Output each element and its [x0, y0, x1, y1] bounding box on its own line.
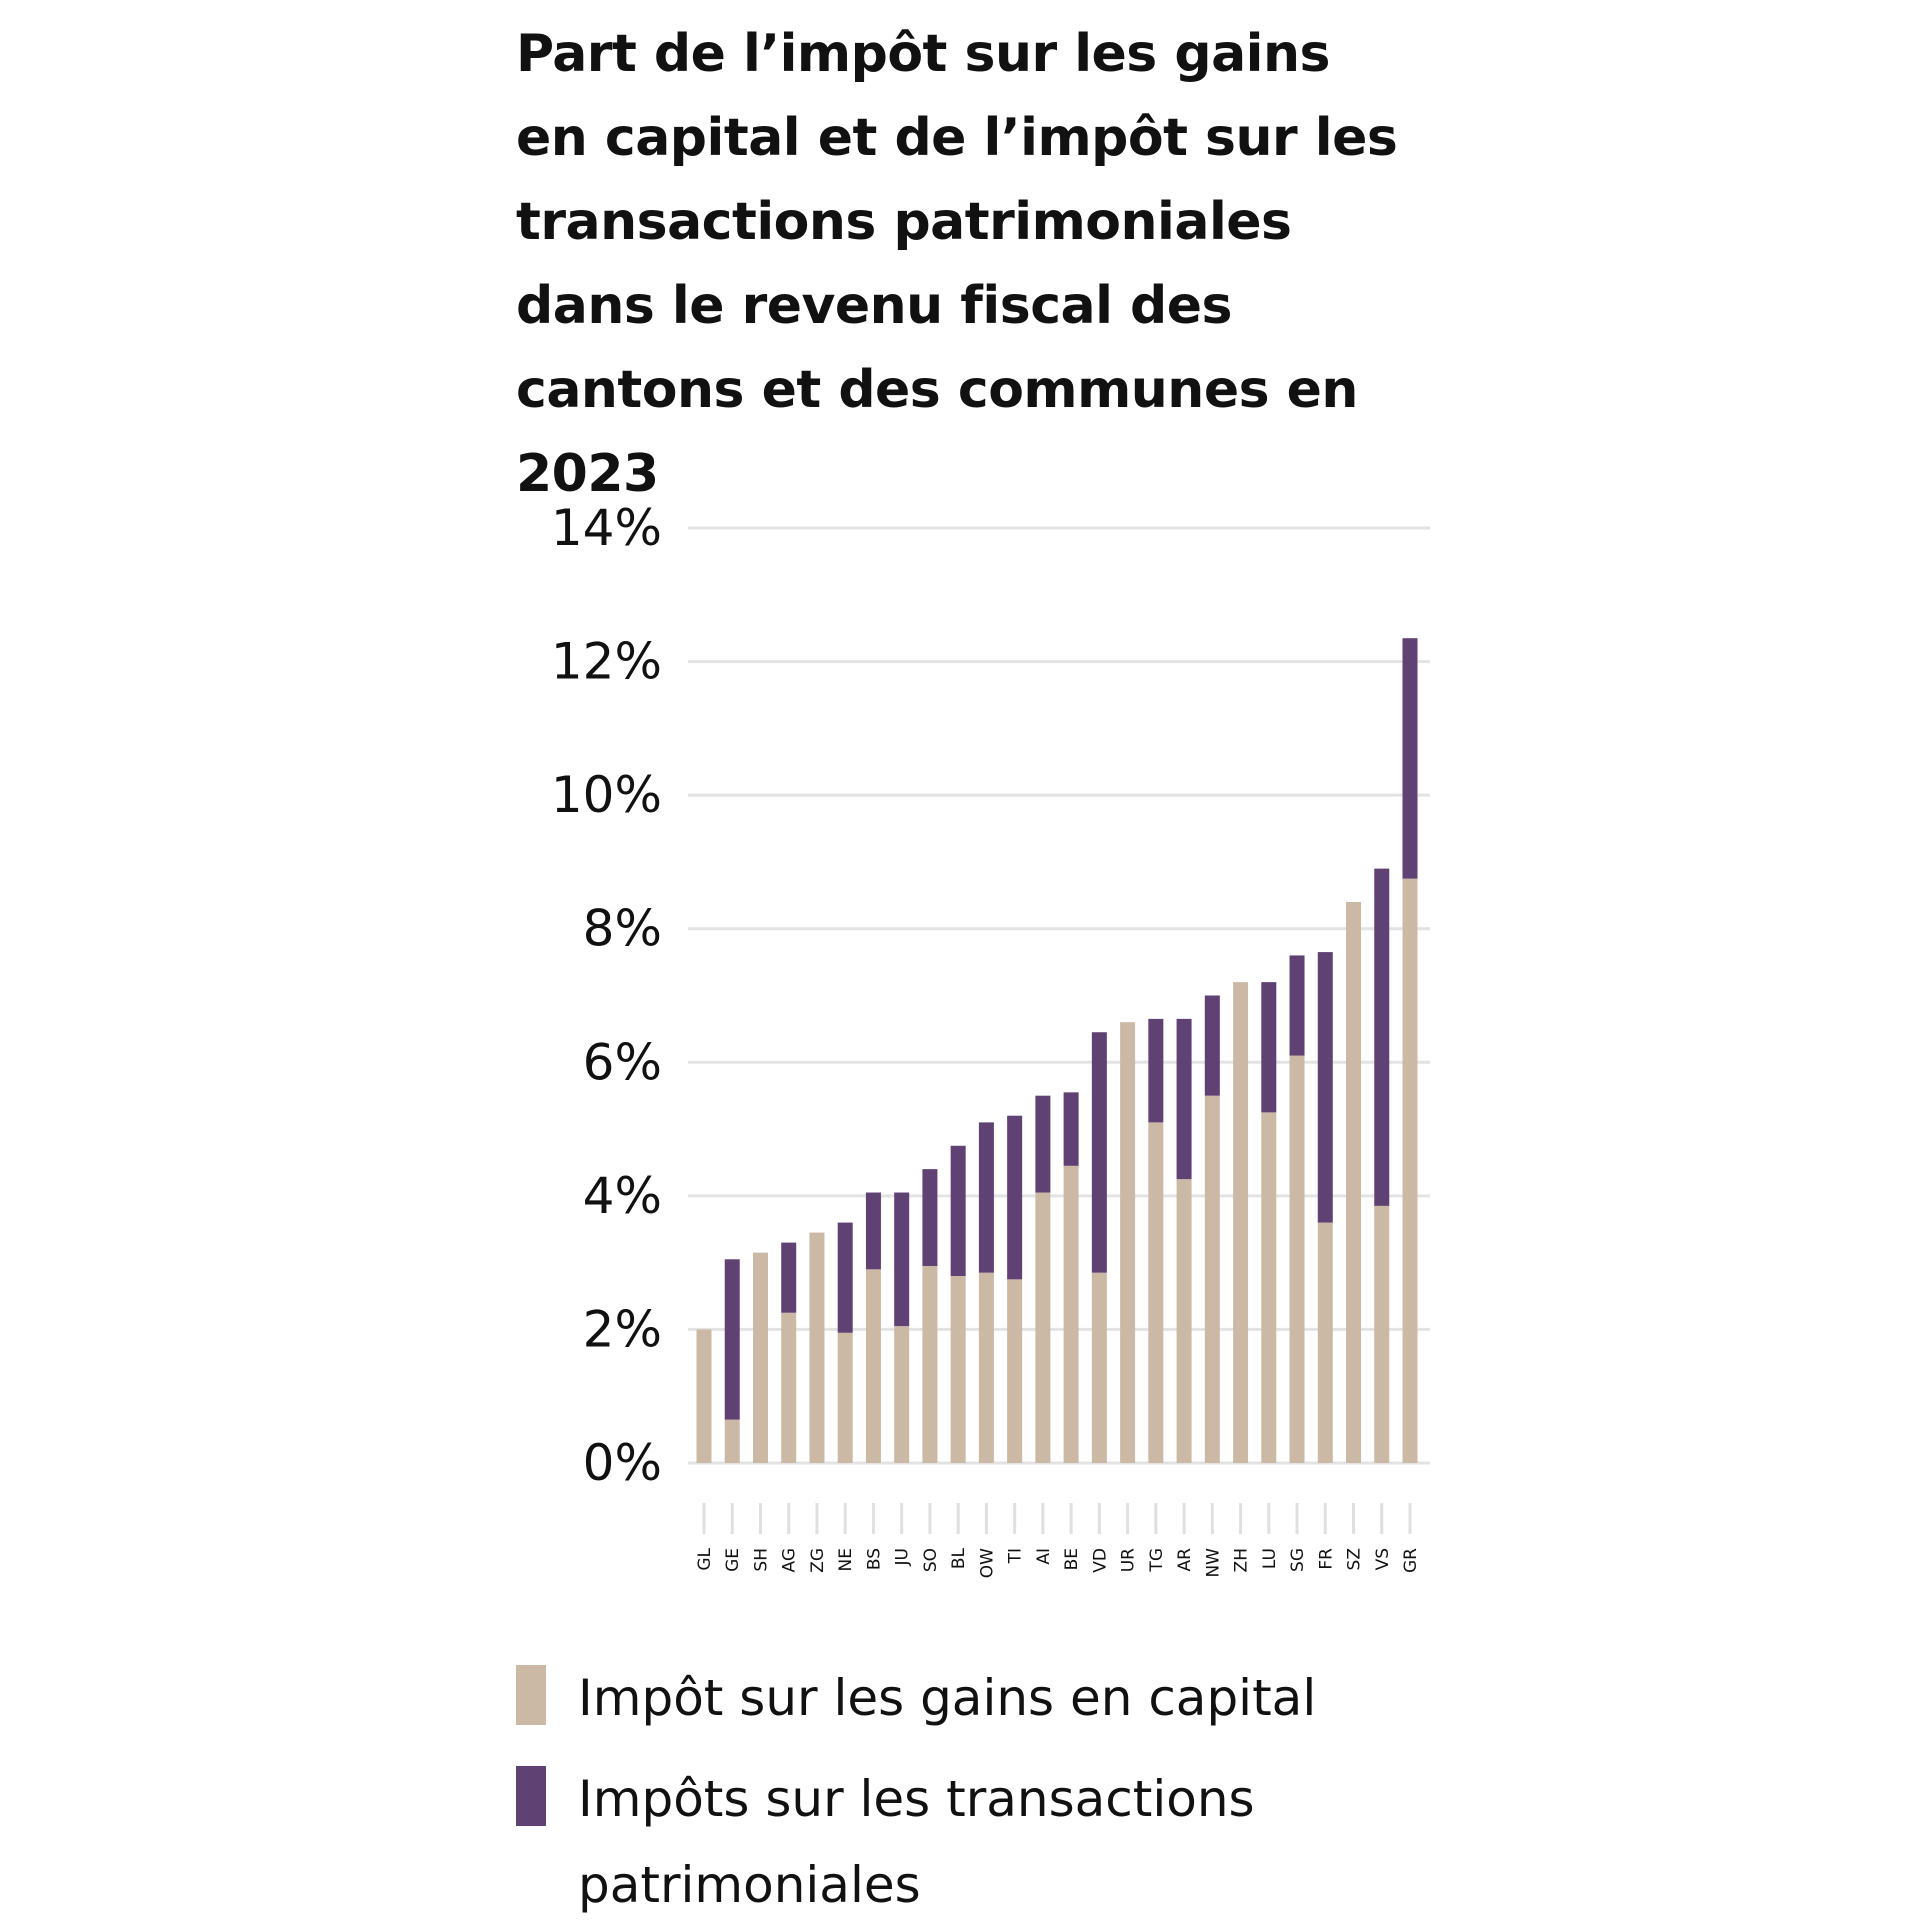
x-tick-label: SO: [921, 1548, 941, 1572]
bar-AI-gains: [1035, 1192, 1051, 1463]
x-tick-label: ZH: [1232, 1548, 1252, 1572]
bar-AG-transactions: [781, 1242, 797, 1313]
legend-label-transactions: Impôts sur les transactions patrimoniale…: [578, 1770, 1255, 1914]
bar-UR-gains: [1120, 1022, 1136, 1463]
x-tick-label: AI: [1034, 1548, 1054, 1565]
bar-JU-transactions: [894, 1192, 910, 1327]
x-tick-label: LU: [1260, 1548, 1280, 1569]
bar-OW-gains: [978, 1272, 994, 1463]
bar-BE-gains: [1063, 1165, 1079, 1463]
x-tick-label: SZ: [1345, 1548, 1365, 1570]
bar-SZ-gains: [1346, 902, 1362, 1463]
bar-SO-gains: [922, 1265, 938, 1463]
legend-swatch-transactions: [516, 1766, 546, 1826]
bar-NE-gains: [837, 1332, 853, 1463]
bar-ZH-gains: [1233, 982, 1249, 1463]
y-tick-label: 14%: [551, 499, 662, 557]
bar-BL-gains: [950, 1276, 966, 1463]
bar-AR-gains: [1176, 1179, 1192, 1463]
x-tick-label: BS: [864, 1548, 884, 1570]
x-tick-label: NE: [836, 1548, 856, 1571]
x-tick-label: BE: [1062, 1548, 1082, 1570]
bar-VD-gains: [1091, 1272, 1107, 1463]
bar-BS-gains: [865, 1269, 881, 1463]
x-tick-label: VD: [1090, 1548, 1110, 1573]
bar-OW-transactions: [978, 1122, 994, 1273]
bar-NE-transactions: [837, 1222, 853, 1333]
y-tick-label: 8%: [583, 900, 662, 958]
bar-GL-gains: [696, 1329, 712, 1463]
y-tick-label: 10%: [551, 766, 662, 824]
x-tick-label: OW: [977, 1548, 997, 1578]
bar-LU-transactions: [1261, 982, 1277, 1113]
x-tick-label: SH: [751, 1548, 771, 1572]
x-tick-label: JU: [893, 1548, 913, 1566]
legend-swatch-gains: [516, 1665, 546, 1725]
x-tick-label: SG: [1288, 1548, 1308, 1572]
bar-GE-transactions: [724, 1259, 740, 1420]
chart-title: Part de l’impôt sur les gains en capital…: [516, 24, 1398, 504]
stacked-bar-chart: 0% 2% 4% 6% 8% 10% 12% 14% GL GE SH AG ZG NE BS JU SO BL O…: [551, 499, 1430, 1578]
bar-NW-transactions: [1204, 995, 1220, 1096]
bar-BE-transactions: [1063, 1092, 1079, 1166]
bar-GR-transactions: [1402, 638, 1418, 879]
x-tick-label: TI: [1006, 1548, 1026, 1564]
bar-GE-gains: [724, 1419, 740, 1463]
bar-SG-transactions: [1289, 955, 1305, 1056]
bar-FR-transactions: [1317, 952, 1333, 1223]
x-tick-label: AG: [780, 1548, 800, 1573]
y-tick-label: 12%: [551, 633, 662, 691]
bar-TG-gains: [1148, 1122, 1164, 1463]
bar-VD-transactions: [1091, 1032, 1107, 1273]
y-tick-label: 4%: [583, 1167, 662, 1225]
bar-SO-transactions: [922, 1169, 938, 1266]
x-tick-label: GE: [723, 1548, 743, 1572]
bar-VS-transactions: [1374, 868, 1390, 1206]
x-tick-label: VS: [1373, 1548, 1393, 1570]
bar-AR-transactions: [1176, 1018, 1192, 1180]
x-tick-label: FR: [1316, 1548, 1336, 1570]
x-tick-label: BL: [949, 1547, 969, 1569]
bar-FR-gains: [1317, 1222, 1333, 1463]
bar-BL-transactions: [950, 1145, 966, 1276]
bar-ZG-gains: [809, 1232, 825, 1463]
y-tick-label: 6%: [583, 1033, 662, 1091]
bar-VS-gains: [1374, 1205, 1390, 1463]
bar-NW-gains: [1204, 1095, 1220, 1463]
y-tick-label: 2%: [583, 1300, 662, 1358]
y-tick-label: 0%: [583, 1434, 662, 1492]
bar-BS-transactions: [865, 1192, 881, 1270]
x-tick-label: UR: [1119, 1548, 1139, 1572]
bar-TI-transactions: [1007, 1115, 1023, 1280]
bar-TI-gains: [1007, 1279, 1023, 1463]
bar-SH-gains: [752, 1252, 768, 1463]
x-tick-label: AR: [1175, 1548, 1195, 1572]
bar-AI-transactions: [1035, 1095, 1051, 1193]
bar-JU-gains: [894, 1326, 910, 1463]
bar-LU-gains: [1261, 1112, 1277, 1463]
x-tick-label: NW: [1203, 1548, 1223, 1578]
bar-TG-transactions: [1148, 1018, 1164, 1123]
x-tick-label: GR: [1401, 1548, 1421, 1573]
x-tick-label: ZG: [808, 1548, 828, 1573]
bar-SG-gains: [1289, 1055, 1305, 1463]
legend-label-gains: Impôt sur les gains en capital: [578, 1669, 1317, 1727]
bar-GR-gains: [1402, 878, 1418, 1463]
bar-AG-gains: [781, 1312, 797, 1463]
x-tick-label: GL: [695, 1547, 715, 1570]
x-tick-label: TG: [1147, 1548, 1167, 1573]
